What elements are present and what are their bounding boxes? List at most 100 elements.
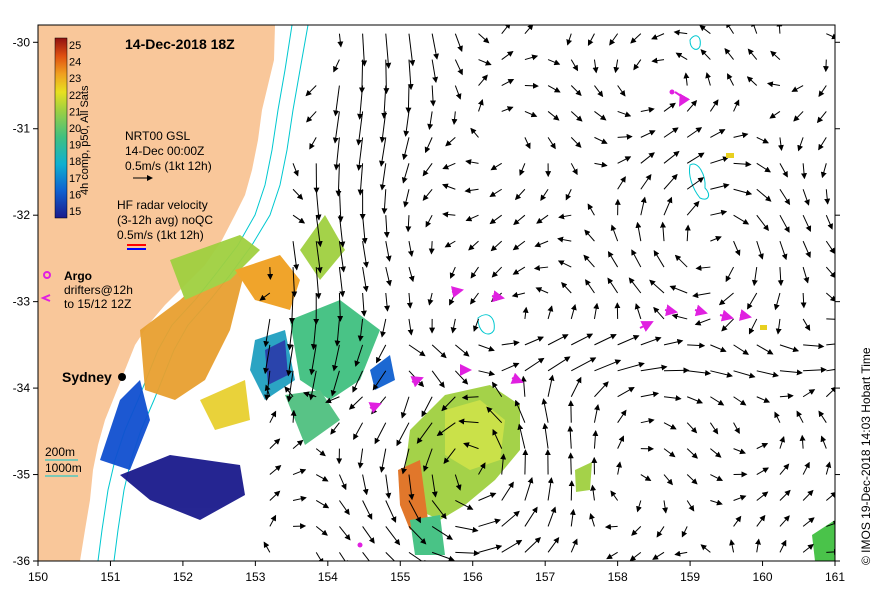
velocity-vector	[687, 369, 712, 376]
velocity-vector	[348, 396, 363, 410]
lat-tick-label: -32	[13, 208, 31, 222]
velocity-vector	[571, 357, 597, 372]
velocity-vector	[309, 137, 317, 150]
velocity-vector	[802, 543, 814, 553]
velocity-vector	[779, 240, 788, 261]
lon-tick-label: 151	[100, 570, 120, 584]
velocity-vector	[408, 526, 427, 545]
velocity-vector	[774, 411, 781, 423]
velocity-vector	[269, 465, 282, 475]
velocity-vector	[776, 25, 783, 34]
velocity-vector	[801, 163, 807, 180]
argo-floats	[357, 89, 675, 548]
colorbar: 25 24 23 22 21 20 19 18 17 16 15 4h comp, p50, All…	[54, 37, 91, 219]
velocity-vector	[362, 526, 375, 544]
velocity-vector	[675, 52, 688, 61]
velocity-vector	[405, 215, 412, 233]
velocity-vector	[687, 396, 703, 404]
velocity-vector	[423, 448, 433, 472]
land-australia	[38, 25, 275, 561]
lat-tick-label: -34	[13, 381, 31, 395]
lat-tick-label: -36	[13, 554, 31, 568]
velocity-vector	[385, 526, 401, 546]
velocity-vector	[455, 550, 480, 557]
velocity-vector	[407, 241, 414, 257]
velocity-vector	[315, 267, 322, 300]
velocity-vector	[408, 500, 421, 524]
velocity-vector	[594, 359, 622, 372]
velocity-vector	[315, 474, 329, 482]
velocity-vector	[746, 76, 758, 86]
velocity-vector	[733, 494, 747, 501]
velocity-vector	[585, 279, 595, 294]
velocity-vector	[407, 318, 414, 336]
velocity-vector	[427, 292, 434, 306]
velocity-vector	[337, 292, 344, 322]
velocity-vector	[401, 137, 410, 161]
isobath-seamount-3	[477, 314, 495, 335]
velocity-vector	[454, 474, 462, 491]
velocity-vector	[353, 422, 364, 441]
velocity-vector	[662, 500, 669, 514]
velocity-vector	[700, 49, 711, 60]
lat-tick-label: -31	[13, 122, 31, 136]
velocity-vector	[427, 111, 434, 130]
velocity-vector	[733, 132, 749, 139]
velocity-vector	[733, 370, 756, 379]
velocity-vector	[779, 163, 788, 178]
velocity-vector	[727, 73, 735, 86]
velocity-vector	[403, 111, 410, 137]
velocity-vector	[606, 551, 618, 560]
velocity-vector	[710, 344, 727, 353]
velocity-vector	[441, 396, 456, 412]
velocity-vector	[478, 344, 495, 352]
velocity-vector	[385, 241, 392, 262]
velocity-vector	[330, 370, 340, 397]
velocity-vector	[357, 318, 364, 342]
legend-argo: Argo drifters@12h to 15/12 12Z	[40, 269, 133, 311]
legend-depth-200m: 200m	[45, 445, 75, 459]
velocity-vector	[733, 240, 741, 257]
velocity-vector	[513, 214, 526, 226]
velocity-vector	[478, 74, 488, 86]
velocity-vector	[385, 266, 392, 287]
velocity-vector	[338, 474, 347, 491]
velocity-vector	[540, 188, 549, 202]
velocity-vector	[361, 33, 368, 67]
velocity-vector	[800, 292, 807, 309]
velocity-vector	[362, 552, 370, 561]
velocity-vector	[604, 523, 618, 530]
velocity-vector	[512, 240, 526, 251]
velocity-vector	[315, 526, 328, 536]
velocity-vector	[634, 303, 642, 320]
velocity-vector	[570, 376, 582, 397]
velocity-vector	[683, 72, 690, 86]
velocity-vector	[570, 538, 578, 553]
velocity-vector	[733, 188, 753, 196]
velocity-vector	[640, 336, 662, 346]
colorbar-tick-label: 24	[69, 57, 81, 69]
velocity-vector	[802, 214, 812, 233]
velocity-vector	[557, 260, 572, 268]
velocity-vector	[547, 374, 555, 397]
velocity-vector	[385, 33, 392, 69]
velocity-vector	[533, 265, 549, 271]
velocity-vector	[674, 550, 688, 557]
velocity-vector	[292, 495, 307, 502]
velocity-vector	[489, 188, 502, 198]
velocity-vector	[396, 422, 410, 447]
velocity-vector	[609, 33, 619, 46]
velocity-vector	[570, 59, 579, 72]
velocity-vector	[514, 399, 526, 423]
velocity-vector	[686, 177, 705, 190]
velocity-vector	[490, 162, 502, 171]
lon-tick-label: 153	[245, 570, 265, 584]
velocity-vector	[425, 214, 433, 228]
velocity-vector	[422, 163, 433, 177]
velocity-vector	[594, 334, 617, 346]
velocity-vector	[536, 214, 549, 224]
velocity-vector	[779, 436, 786, 449]
velocity-vector	[640, 474, 652, 482]
velocity-vector	[524, 54, 539, 61]
velocity-vector	[547, 305, 554, 320]
